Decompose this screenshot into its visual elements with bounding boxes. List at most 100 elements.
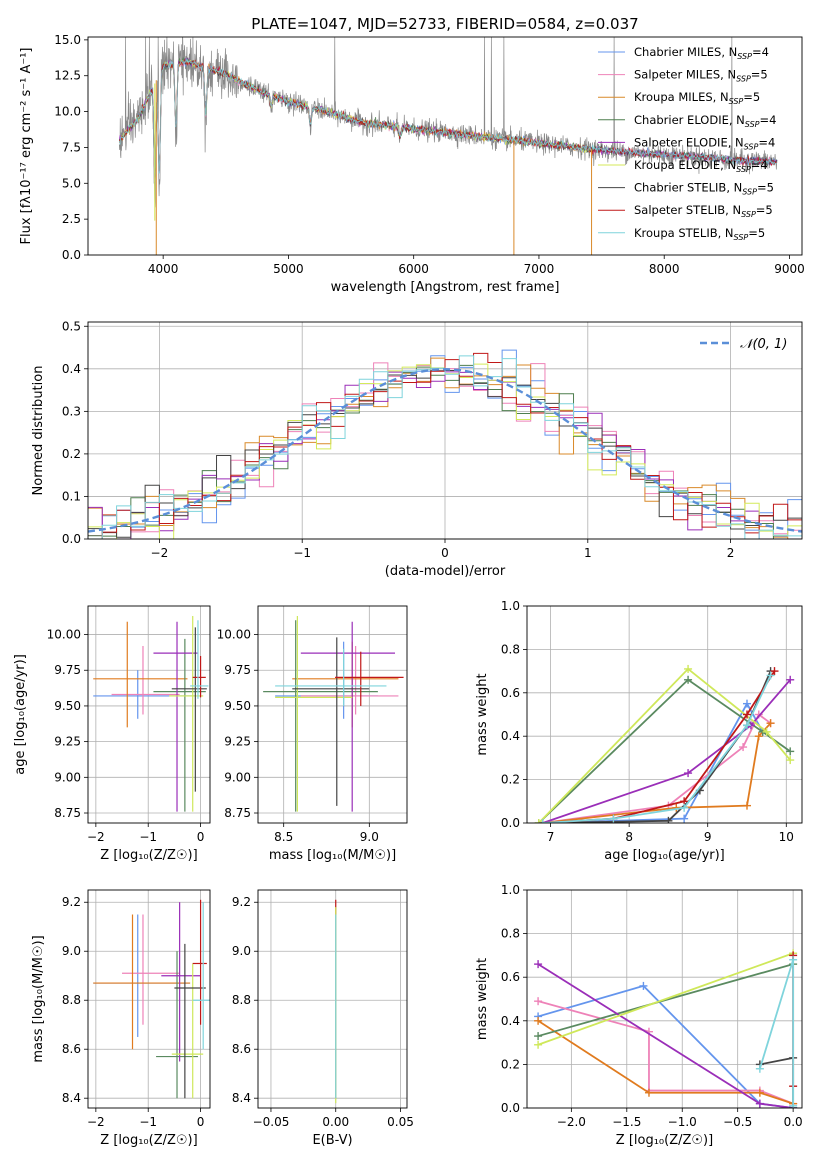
weight-marker <box>534 997 543 1006</box>
legend-entry-8: Salpeter STELIB, NSSP=5 <box>634 203 773 219</box>
legend-model-name: Kroupa MILES <box>634 90 713 104</box>
y-tick-label: 8.8 <box>232 993 251 1007</box>
y-tick-label: 9.25 <box>224 735 251 749</box>
weight-vs-metallicity-panel: −2.0 −1.5 −1.0 −0.5 0.0 0.0 0.2 0.4 0.6 0.8 1.0 Z [… <box>475 883 803 1148</box>
y-tick-label: 8.75 <box>54 806 81 820</box>
y-tick-label: 1.0 <box>501 883 520 897</box>
weight-marker <box>755 1064 764 1073</box>
y-tick-label: 8.4 <box>232 1091 251 1105</box>
axes-frame <box>87 36 803 256</box>
weight-marker <box>786 675 795 684</box>
weight-marker <box>786 756 795 765</box>
legend-model-name: Chabrier ELODIE <box>634 113 729 127</box>
y-tick-label: 0.8 <box>501 642 520 656</box>
legend-entry-3: Kroupa MILES, NSSP=5 <box>634 90 760 106</box>
y-tick-label: 10.00 <box>217 628 251 642</box>
weight-line-3 <box>537 1020 794 1105</box>
plot-area <box>263 615 404 812</box>
y-tick-label: 9.25 <box>54 735 81 749</box>
weight-marker <box>743 710 751 719</box>
x-tick-label: 9.0 <box>360 830 379 844</box>
gaussian-legend: 𝒩(0, 1) <box>700 337 787 352</box>
x-tick-label: −1.0 <box>668 1115 697 1129</box>
x-axis-label: Z [log₁₀(Z/Z☉)] <box>100 1133 197 1148</box>
weight-marker <box>755 1099 764 1108</box>
y-tick-label: 2.5 <box>62 212 81 226</box>
y-tick-label: 9.2 <box>62 895 81 909</box>
y-tick-label: 8.8 <box>62 993 81 1007</box>
x-tick-label: −1 <box>139 1115 157 1129</box>
weight-marker <box>684 675 693 684</box>
age-vs-metallicity-panel: −2 −1 0 8.75 9.00 9.25 9.50 9.75 10.00 Z [log₁₀(Z… <box>13 605 211 863</box>
x-tick-label: 10 <box>779 830 794 844</box>
residuals-panel: −2 −1 0 1 2 0.0 0.1 0.2 0.3 0.4 0.5 (data-model)/er… <box>31 319 803 579</box>
weight-marker <box>680 814 689 823</box>
y-tick-label: 9.00 <box>54 770 81 784</box>
x-tick-label: 0.0 <box>784 1115 803 1129</box>
y-tick-label: 9.75 <box>224 663 251 677</box>
axes-frame <box>87 889 211 1109</box>
legend-model-name: Chabrier MILES <box>634 45 721 59</box>
plot-area <box>534 949 798 1108</box>
x-tick-label: −1.5 <box>612 1115 641 1129</box>
spectrum-legend: Chabrier MILES, NSSP=4 Salpeter MILES, NS… <box>598 45 776 242</box>
x-tick-label: 4000 <box>148 262 179 276</box>
legend-model-name: Kroupa ELODIE <box>634 158 720 172</box>
y-tick-label: 0.3 <box>62 404 81 418</box>
weight-line-5 <box>542 679 791 823</box>
weight-marker <box>755 1088 764 1097</box>
y-tick-label: 15.0 <box>54 33 81 47</box>
x-tick-label: −2 <box>151 546 169 560</box>
y-tick-label: 10.00 <box>47 628 81 642</box>
y-tick-label: 0.0 <box>501 1101 520 1115</box>
weight-marker <box>743 699 751 708</box>
weight-marker <box>534 1016 543 1025</box>
y-tick-label: 7.5 <box>62 140 81 154</box>
y-tick-label: 9.75 <box>54 663 81 677</box>
weight-marker <box>534 1040 543 1049</box>
weight-marker <box>609 814 618 823</box>
y-tick-label: 0.2 <box>501 1057 520 1071</box>
legend-entry-6: Kroupa ELODIE, NSSP=4 <box>634 158 768 174</box>
y-tick-label: 0.4 <box>501 1014 520 1028</box>
x-axis-label: Z [log₁₀(Z/Z☉)] <box>616 1133 713 1148</box>
y-tick-label: 8.6 <box>232 1042 251 1056</box>
weight-marker <box>639 981 648 990</box>
legend-n-value: =5 <box>743 90 760 104</box>
y-tick-label: 9.00 <box>224 770 251 784</box>
weight-marker <box>789 1101 798 1108</box>
y-tick-label: 9.0 <box>232 944 251 958</box>
x-tick-label: 0.05 <box>387 1115 414 1129</box>
gaussian-curve <box>88 368 802 533</box>
y-tick-label: 0.0 <box>62 248 81 262</box>
x-tick-label: 9 <box>704 830 712 844</box>
weight-line-6 <box>538 667 791 823</box>
y-axis-label: Flux [fλ10⁻¹⁷ erg cm⁻² s⁻¹ A⁻¹] <box>19 48 34 245</box>
x-tick-label: 0 <box>197 830 205 844</box>
legend-entry-4: Chabrier ELODIE, NSSP=4 <box>634 113 776 129</box>
weight-marker <box>786 747 795 756</box>
x-tick-label: 0.00 <box>322 1115 349 1129</box>
x-tick-label: 1 <box>584 546 592 560</box>
mass-vs-metallicity-panel: −2 −1 0 8.4 8.6 8.8 9.0 9.2 Z [log₁₀(Z/Z☉)] mass … <box>31 889 211 1148</box>
legend-n-value: =5 <box>756 203 773 217</box>
weight-marker <box>534 1032 543 1041</box>
legend-n-value: =4 <box>760 113 777 127</box>
legend-n-value: =4 <box>751 158 768 172</box>
weight-marker <box>754 732 763 741</box>
weight-marker <box>743 801 751 810</box>
y-tick-label: 0.0 <box>62 532 81 546</box>
y-tick-label: 0.6 <box>501 686 520 700</box>
weight-marker <box>743 721 751 730</box>
y-axis-label: Normed distribution <box>31 366 46 496</box>
x-tick-label: 8 <box>625 830 633 844</box>
x-axis-label: wavelength [Angstrom, rest frame] <box>331 280 560 295</box>
x-tick-label: 8000 <box>649 262 680 276</box>
legend-n-value: =5 <box>757 181 774 195</box>
x-axis-label: Z [log₁₀(Z/Z☉)] <box>100 848 197 863</box>
y-axis-label: mass weight <box>475 673 490 755</box>
weight-marker <box>664 816 673 823</box>
plot-area <box>88 349 802 539</box>
x-tick-label: −1 <box>293 546 311 560</box>
